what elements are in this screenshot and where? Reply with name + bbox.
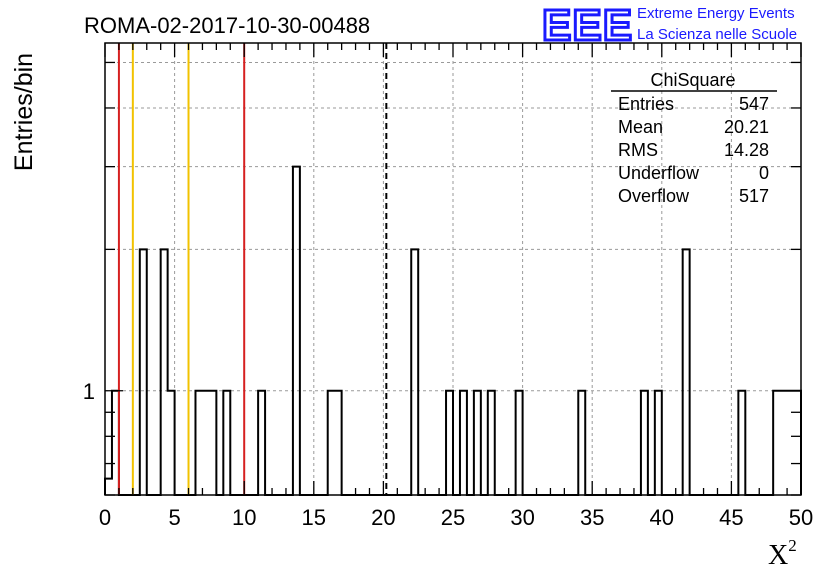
histogram-bin	[293, 167, 300, 495]
histogram-bin	[161, 249, 168, 495]
y-tick-label: 1	[83, 379, 95, 404]
reference-lines	[117, 43, 388, 495]
histogram-bin	[411, 249, 418, 495]
logo-line-2: La Scienza nelle Scuole	[637, 26, 797, 43]
histogram-bin	[258, 391, 265, 495]
histogram-bin	[168, 391, 175, 495]
histogram-bin	[460, 391, 467, 495]
histogram-bin	[328, 391, 335, 495]
stats-value: 517	[739, 186, 769, 206]
histogram-bin	[738, 391, 745, 495]
histogram-bin	[787, 391, 794, 495]
eee-logo: EEE Extreme Energy Events La Scienza nel…	[541, 0, 798, 52]
histogram-bin	[794, 391, 801, 495]
histogram-bin	[773, 391, 780, 495]
histogram-bin	[516, 391, 523, 495]
stats-label: Overflow	[618, 186, 690, 206]
stats-label: Mean	[618, 117, 663, 137]
histogram-bin	[780, 391, 787, 495]
histogram-bin	[683, 249, 690, 495]
histogram-bin	[112, 391, 119, 495]
y-axis-label: Entries/bin	[10, 53, 38, 171]
histogram-bin	[105, 479, 112, 495]
histogram-bin	[655, 391, 662, 495]
stats-value: 14.28	[724, 140, 769, 160]
stats-value: 547	[739, 94, 769, 114]
histogram-bin	[446, 391, 453, 495]
x-tick-label: 45	[719, 505, 743, 530]
stats-value: 20.21	[724, 117, 769, 137]
x-axis-label-superscript: 2	[788, 536, 797, 555]
stats-value: 0	[759, 163, 769, 183]
histogram-bin	[140, 249, 147, 495]
x-tick-label: 35	[580, 505, 604, 530]
histogram-bin	[209, 391, 216, 495]
x-tick-label: 50	[789, 505, 813, 530]
axes: 0 5 10 15 20 25 30 35 40 45 50 1	[83, 42, 813, 530]
stats-box: ChiSquare Entries 547 Mean 20.21 RMS 14.28 Und…	[611, 70, 777, 206]
x-tick-label: 0	[99, 505, 111, 530]
stats-label: RMS	[618, 140, 658, 160]
histogram-bin	[223, 391, 230, 495]
x-tick-label: 5	[168, 505, 180, 530]
histogram-bin	[335, 391, 342, 495]
chart-title: ROMA-02-2017-10-30-00488	[84, 13, 370, 38]
x-tick-label: 15	[302, 505, 326, 530]
histogram-bin	[578, 391, 585, 495]
x-tick-label: 40	[650, 505, 674, 530]
histogram-bin	[195, 391, 202, 495]
stats-title: ChiSquare	[650, 70, 735, 90]
stats-label: Underflow	[618, 163, 700, 183]
histogram-outline	[104, 165, 802, 496]
histogram-bin	[474, 391, 481, 495]
histogram-bin	[488, 391, 495, 495]
x-tick-label: 30	[510, 505, 534, 530]
histogram	[104, 165, 802, 496]
stats-label: Entries	[618, 94, 674, 114]
x-tick-label: 25	[441, 505, 465, 530]
histogram-bin	[202, 391, 209, 495]
x-axis-label-base: X	[768, 540, 788, 571]
x-axis-label: X2	[768, 536, 797, 571]
logo-mark: EEE	[542, 1, 633, 50]
x-tick-label: 10	[232, 505, 256, 530]
x-tick-label: 20	[371, 505, 395, 530]
histogram-bin	[641, 391, 648, 495]
logo-line-1: Extreme Energy Events	[637, 5, 795, 22]
